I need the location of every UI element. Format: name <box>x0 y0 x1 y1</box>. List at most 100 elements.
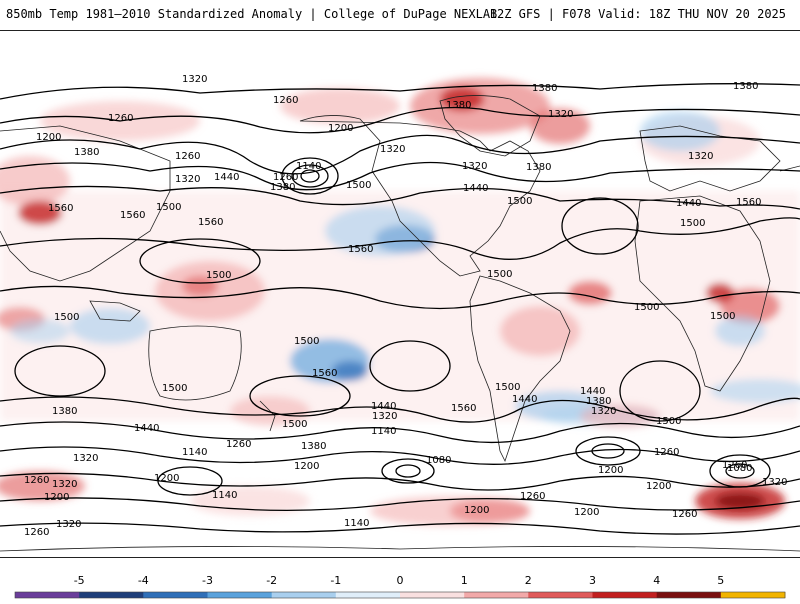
anomaly-patch <box>706 283 734 303</box>
contour-label: 1260 <box>722 460 747 471</box>
coastline <box>259 400 276 432</box>
height-contour <box>0 396 800 423</box>
contour-label: 1260 <box>24 527 49 538</box>
color-scale-tick-label: -2 <box>266 574 277 587</box>
map-panel: 1320 1380 1380 1260 1260 1200 1200 1380 … <box>0 30 800 558</box>
height-contour <box>561 197 639 255</box>
product-title: 850mb Temp 1981–2010 Standardized Anomal… <box>6 7 498 21</box>
color-scale: -5 -4 -3 -2 -1 0 1 2 3 4 5 <box>0 572 800 600</box>
contour-label: 1500 <box>495 382 520 393</box>
contour-label: 1320 <box>548 109 573 120</box>
contour-label: 1260 <box>175 151 200 162</box>
contour-label: 1320 <box>182 74 207 85</box>
anomaly-patch <box>500 306 580 356</box>
map-header: 850mb Temp 1981–2010 Standardized Anomal… <box>0 0 800 30</box>
contour-labels: 1320 1380 1380 1260 1260 1200 1200 1380 … <box>24 74 787 538</box>
contour-label: 1200 <box>574 507 599 518</box>
anomaly-patch <box>720 288 780 324</box>
height-contour <box>395 464 421 478</box>
color-scale-tick-label: -1 <box>330 574 341 587</box>
height-contours <box>0 83 800 535</box>
anomaly-patch <box>370 496 530 526</box>
contour-label: 1500 <box>346 180 371 191</box>
color-scale-band <box>464 592 529 598</box>
height-contour <box>0 134 800 175</box>
contour-label: 1260 <box>226 439 251 450</box>
contour-label: 1500 <box>507 196 532 207</box>
height-contour <box>0 217 800 260</box>
anomaly-patch <box>0 471 85 501</box>
coastline <box>299 115 541 277</box>
height-contour <box>0 421 800 444</box>
contour-label: 1320 <box>52 479 77 490</box>
contour-label: 1200 <box>294 461 319 472</box>
contour-label: 1260 <box>520 491 545 502</box>
contour-label: 1140 <box>344 518 369 529</box>
anomaly-patch <box>332 361 368 381</box>
anomaly-patch <box>190 486 310 516</box>
contour-label: 1380 <box>586 396 611 407</box>
color-scale-tick-label: 1 <box>461 574 468 587</box>
anomaly-map: 1320 1380 1380 1260 1260 1200 1200 1380 … <box>0 74 800 552</box>
contour-label: 1500 <box>487 269 512 280</box>
contour-label: 1560 <box>312 368 337 379</box>
contour-label: 1500 <box>156 202 181 213</box>
color-scale-tick-label: -3 <box>202 574 213 587</box>
color-scale-band <box>656 592 722 598</box>
height-contour <box>0 161 800 191</box>
contour-label: 1320 <box>591 406 616 417</box>
height-contour <box>300 169 320 183</box>
contour-label: 1380 <box>733 81 758 92</box>
contour-label: 1080 <box>727 463 752 474</box>
height-contour <box>291 164 329 188</box>
contour-label: 1380 <box>301 441 326 452</box>
contour-label: 1500 <box>656 416 681 427</box>
height-contour <box>591 443 625 459</box>
contour-label: 1560 <box>451 403 476 414</box>
color-scale-tick-label: 2 <box>525 574 532 587</box>
height-contour <box>281 157 339 195</box>
contour-label: 1080 <box>426 455 451 466</box>
contour-label: 1380 <box>270 182 295 193</box>
contour-label: 1380 <box>532 83 557 94</box>
color-scale-svg: -5 -4 -3 -2 -1 0 1 2 3 4 5 <box>14 574 786 599</box>
color-scale-band <box>528 592 593 598</box>
coastline <box>0 546 800 552</box>
anomaly-patch <box>10 319 70 343</box>
height-contour <box>709 454 771 488</box>
anomaly-patch <box>580 404 660 428</box>
contour-label: 1200 <box>598 465 623 476</box>
anomaly-patch <box>325 206 435 256</box>
coastline <box>469 275 571 463</box>
anomaly-patch <box>182 276 218 296</box>
contour-label: 1260 <box>24 475 49 486</box>
contour-label: 1320 <box>688 151 713 162</box>
height-contour <box>0 497 800 511</box>
coastlines <box>0 95 800 552</box>
coastline <box>148 325 242 401</box>
height-contour <box>157 466 223 496</box>
contour-label: 1560 <box>48 203 73 214</box>
contour-label: 1320 <box>56 519 81 530</box>
color-scale-tick-label: 5 <box>717 574 724 587</box>
color-scale-band <box>15 592 80 598</box>
color-scale-band <box>720 592 786 598</box>
contour-label: 1320 <box>380 144 405 155</box>
contour-label: 1140 <box>212 490 237 501</box>
color-scale-band <box>400 592 465 598</box>
contour-label: 1140 <box>371 426 396 437</box>
color-scale-band <box>271 592 337 598</box>
height-contour <box>0 83 800 100</box>
height-contour <box>619 360 701 422</box>
contour-label: 1200 <box>154 473 179 484</box>
height-contour <box>381 458 435 484</box>
contour-label: 1260 <box>672 509 697 520</box>
coastline <box>0 125 171 282</box>
contour-label: 1440 <box>371 401 396 412</box>
contour-label: 1140 <box>296 161 321 172</box>
color-scale-tick-label: 3 <box>589 574 596 587</box>
contour-label: 1200 <box>646 481 671 492</box>
anomaly-patch <box>440 87 484 111</box>
contour-label: 1380 <box>526 162 551 173</box>
contour-label: 1320 <box>372 411 397 422</box>
